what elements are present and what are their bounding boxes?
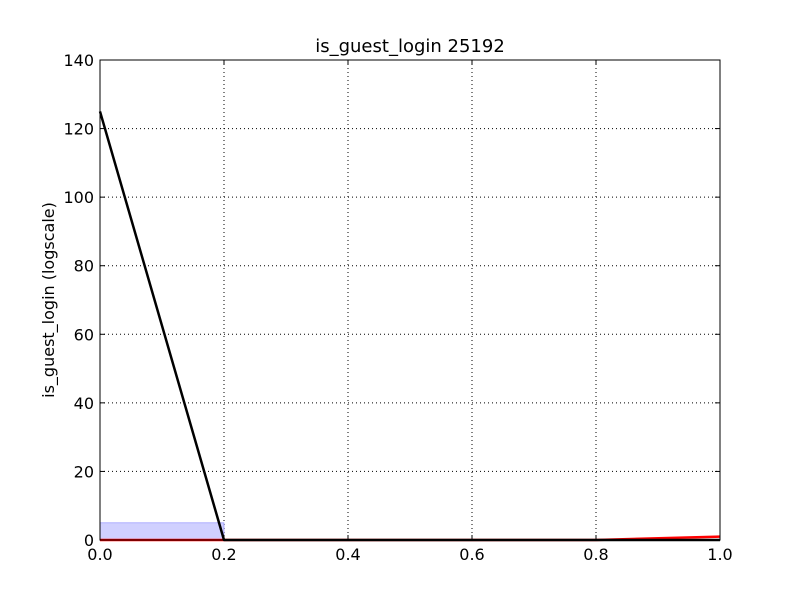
y-tick-label: 60 (74, 325, 94, 344)
x-tick-label: 0.6 (459, 545, 484, 564)
series-line-0 (98, 111, 720, 542)
series-layer (98, 111, 721, 542)
y-tick-label: 20 (74, 462, 94, 481)
confidence-band (99, 522, 225, 541)
y-tick-label: 140 (63, 51, 94, 70)
y-tick-label: 0 (84, 531, 94, 550)
band-layer (99, 522, 225, 541)
x-tick-label: 0.2 (211, 545, 236, 564)
x-tick-label: 0.8 (583, 545, 608, 564)
y-tick-label: 80 (74, 257, 94, 276)
ticks: 0.0 0.2 0.4 0.6 0.8 1.0 0 20 40 60 80 100 120 140 (63, 51, 732, 564)
y-tick-label: 40 (74, 394, 94, 413)
x-tick-label: 1.0 (707, 545, 732, 564)
y-axis-label: is_guest_login (logscale) (39, 202, 59, 398)
x-tick-label: 0.0 (87, 545, 112, 564)
chart-title: is_guest_login 25192 (315, 36, 505, 57)
y-tick-label: 120 (63, 120, 94, 139)
y-tick-label: 100 (63, 188, 94, 207)
plot-frame (99, 59, 721, 541)
x-tick-label: 0.4 (335, 545, 360, 564)
grid (99, 59, 721, 541)
